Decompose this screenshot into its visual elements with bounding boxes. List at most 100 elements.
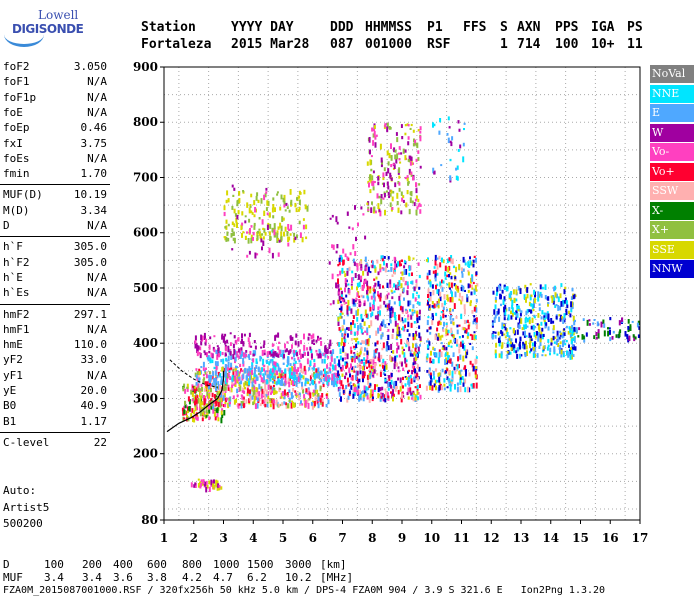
echo-point (465, 353, 468, 359)
echo-point (369, 359, 372, 364)
footer-d-row-label: D (3, 558, 10, 571)
echo-point (271, 343, 274, 347)
echo-point (396, 347, 398, 354)
echo-point (515, 338, 517, 343)
echo-point (352, 258, 355, 263)
echo-point (444, 314, 447, 318)
echo-point (408, 208, 411, 215)
echo-point (183, 383, 186, 388)
echo-point (530, 303, 533, 307)
echo-point (208, 480, 211, 485)
echo-point (196, 406, 199, 411)
echo-point (248, 389, 251, 394)
echo-point (206, 384, 209, 391)
echo-point (269, 389, 272, 393)
echo-point (209, 336, 212, 340)
echo-point (202, 412, 205, 416)
echo-point (266, 351, 269, 357)
echo-point (362, 396, 365, 402)
echo-point (471, 274, 474, 277)
echo-point (518, 353, 521, 357)
echo-point (401, 346, 404, 350)
param-value: N/A (87, 151, 107, 165)
echo-point (464, 329, 467, 334)
echo-point (618, 331, 621, 338)
echo-point (400, 382, 403, 387)
echo-point (215, 480, 218, 487)
echo-point (205, 367, 207, 370)
echo-point (302, 224, 305, 230)
echo-point (212, 483, 215, 488)
echo-point (356, 386, 358, 393)
echo-point (451, 334, 454, 337)
echo-point (409, 161, 412, 166)
echo-point (244, 215, 247, 218)
echo-point (223, 205, 226, 211)
echo-point (387, 334, 390, 341)
echo-point (426, 319, 429, 326)
echo-point (229, 342, 232, 346)
echo-point (367, 180, 370, 184)
echo-point (391, 334, 394, 339)
echo-point (395, 132, 398, 136)
echo-point (393, 290, 396, 293)
param-key: yE (3, 384, 17, 397)
echo-point (455, 284, 458, 290)
echo-point (264, 370, 267, 376)
echo-point (355, 310, 358, 316)
echo-point (399, 377, 402, 384)
echo-point (253, 214, 256, 218)
echo-point (187, 408, 189, 414)
echo-point (294, 380, 297, 384)
echo-point (395, 385, 398, 389)
echo-point (430, 360, 433, 364)
echo-point (325, 403, 328, 408)
echo-point (307, 351, 310, 356)
echo-point (374, 142, 377, 148)
echo-point (592, 322, 595, 325)
echo-point (471, 363, 474, 368)
echo-point (536, 323, 539, 326)
echo-point (216, 412, 219, 418)
echo-point (566, 350, 568, 356)
echo-point (472, 259, 475, 263)
echo-point (359, 322, 362, 328)
echo-point (562, 318, 565, 324)
echo-point (294, 390, 297, 393)
echo-point (280, 353, 283, 357)
echo-point (231, 184, 234, 188)
echo-point (332, 244, 335, 250)
echo-point (213, 348, 216, 353)
echo-point (206, 391, 209, 397)
echo-point (246, 381, 249, 387)
echo-point (473, 334, 476, 341)
echo-point (231, 380, 234, 383)
echo-point (447, 297, 450, 302)
echo-point (249, 350, 252, 355)
param-value: 1.17 (80, 414, 108, 428)
echo-point (343, 319, 346, 325)
echo-point (286, 341, 289, 344)
echo-point (351, 277, 353, 284)
echo-point (391, 313, 394, 318)
logo-swoosh (4, 22, 44, 47)
echo-point (356, 364, 359, 368)
echo-point (537, 336, 540, 342)
echo-point (537, 297, 540, 302)
echo-point (271, 368, 274, 373)
echo-point (397, 389, 400, 395)
echo-point (385, 364, 388, 370)
echo-point (203, 377, 206, 381)
echo-point (463, 122, 466, 125)
echo-point (344, 278, 347, 284)
echo-point (357, 222, 359, 227)
echo-point (526, 325, 529, 328)
echo-point (252, 377, 255, 383)
echo-point (286, 359, 289, 364)
echo-point (537, 313, 540, 318)
param-separator (0, 303, 110, 305)
echo-point (246, 373, 249, 377)
echo-point (417, 150, 420, 154)
echo-point (329, 371, 332, 374)
echo-point (398, 280, 401, 287)
